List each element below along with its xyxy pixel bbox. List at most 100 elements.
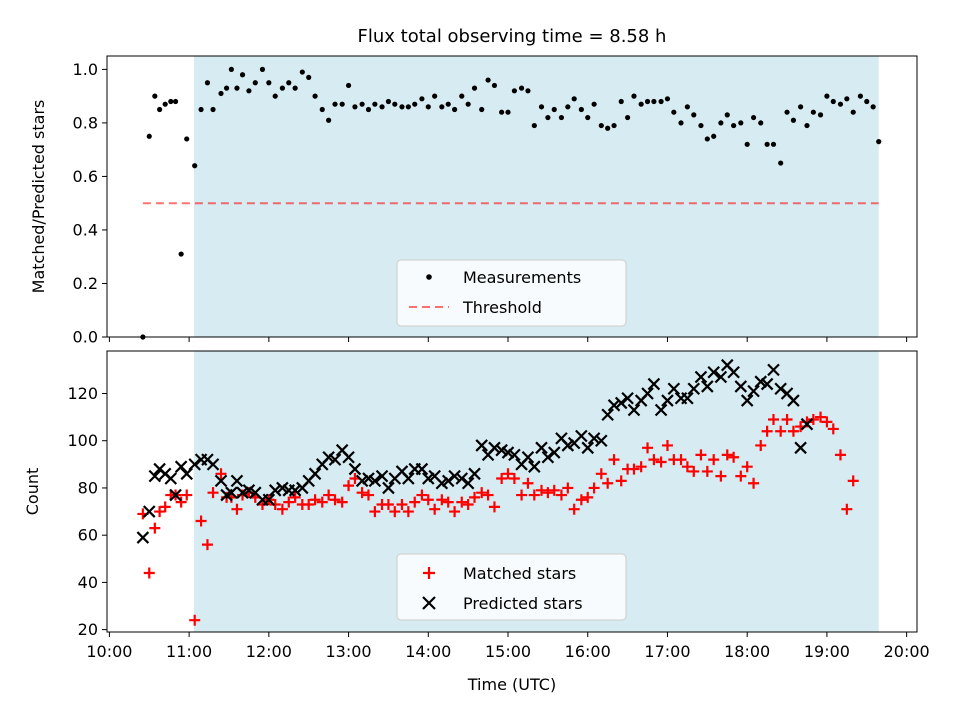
measurement-point [718,120,724,126]
measurement-point [465,101,471,107]
predicted-star-point [701,380,714,393]
measurement-point [405,104,411,110]
matched-star-point [283,496,295,508]
measurement-point [664,96,671,102]
matched-star-point [462,498,474,510]
measurement-point [770,141,777,147]
legend-predicted-label: Predicted stars [463,594,583,613]
measurement-point [432,93,438,99]
measurement-point [485,77,491,83]
measurement-point [598,122,604,129]
predicted-star-point [164,472,178,485]
count-panel: 20 40 60 80 100 120 10:00 11:00 12:00 13:00 14:00… [23,350,930,694]
measurement-point [451,106,458,113]
matched-star-point [608,454,620,466]
measurement-point [279,85,285,91]
measurement-point [146,133,152,139]
measurement-point [326,117,332,123]
matched-star-point [303,498,315,510]
predicted-star-point [268,484,282,497]
measurement-point [425,104,431,110]
measurement-point [339,101,345,107]
matched-star-point [681,461,693,473]
matched-star-point [323,489,335,501]
matched-star-point [476,487,488,499]
measurement-point [491,82,498,89]
predicted-star-point [581,441,595,455]
predicted-star-point [382,481,395,495]
predicted-star-point [800,417,814,431]
matched-star-point [429,503,441,515]
ratio-y-tick-label: 1.0 [73,60,98,79]
matched-star-point [356,487,368,499]
predicted-star-point [475,439,488,452]
ratio-axes-frame [106,55,918,338]
matched-star-point [542,487,554,499]
measurement-point [585,114,591,121]
matched-star-point [269,498,281,510]
x-tick-label: 15:00 [485,642,531,661]
predicted-star-point [647,377,661,391]
matched-star-point [562,482,574,494]
measurement-point [651,98,657,105]
matched-star-point [336,496,348,508]
measurement-points [140,66,882,340]
x-tick-label: 18:00 [724,642,770,661]
matched-star-point [675,454,687,466]
legend-matched-marker [423,567,435,579]
measurement-point [445,101,451,107]
measurement-point [837,101,844,107]
matched-star-point [402,506,414,518]
predicted-star-point [595,434,608,448]
predicted-star-point [148,469,162,483]
measurement-point [711,133,717,139]
measurement-point [210,106,216,113]
measurement-point [678,120,684,126]
predicted-star-point [468,467,481,481]
matched-star-point [595,468,607,480]
measurement-point [824,93,830,99]
predicted-star-point [614,396,628,410]
matched-star-point [548,484,560,496]
count-legend-box [396,553,627,621]
matched-star-point [502,468,514,480]
predicted-star-points [136,358,814,544]
matched-star-point [215,468,227,480]
predicted-star-point [654,403,668,417]
measurement-point [691,112,697,118]
measurement-point [228,66,234,72]
matched-star-point [436,494,448,506]
predicted-star-point [455,472,469,485]
matched-star-point [449,506,461,518]
matched-star-point [635,461,647,473]
measurement-point [857,93,863,99]
measurement-point [385,98,392,105]
measurement-point [184,136,190,142]
ratio-y-tick-label: 0.0 [73,328,98,347]
matched-star-point [661,439,673,451]
matched-star-point [362,489,374,501]
matched-star-point [642,442,654,454]
matched-star-point [201,539,213,551]
x-tick-label: 11:00 [166,642,212,661]
measurement-point [538,104,545,110]
predicted-star-point [214,474,228,488]
predicted-star-point [262,493,276,507]
predicted-star-point [508,448,521,462]
matched-star-point [422,494,434,506]
measurement-point [332,101,338,107]
matched-star-point [516,489,528,501]
measurement-point [578,106,584,113]
measurement-point [625,114,631,121]
predicted-star-point [621,391,634,405]
matched-star-point [628,463,640,475]
measurement-point [372,101,378,107]
ratio-legend: Measurements Threshold [396,259,627,327]
predicted-star-point [142,505,156,518]
matched-star-point [396,498,408,510]
predicted-star-point [328,453,342,466]
measurement-point [591,101,597,107]
x-tick-label: 16:00 [565,642,611,661]
measurement-point [658,98,664,105]
